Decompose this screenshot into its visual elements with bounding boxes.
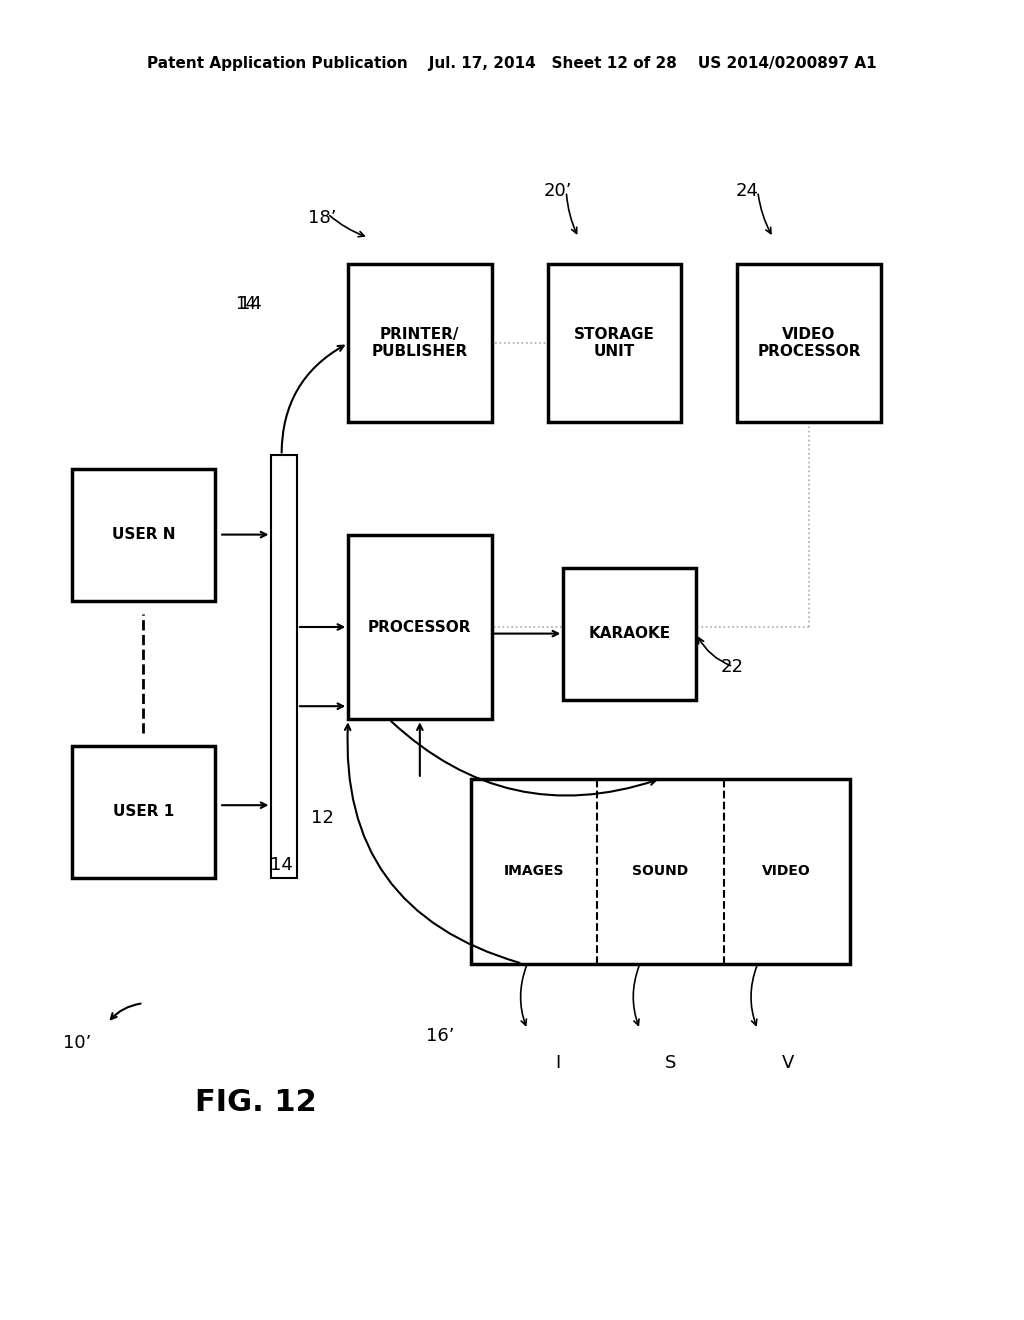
Text: 16’: 16’ — [426, 1027, 455, 1045]
Text: 10’: 10’ — [62, 1034, 91, 1052]
FancyBboxPatch shape — [348, 264, 492, 422]
Text: 14: 14 — [240, 294, 262, 313]
Text: SOUND: SOUND — [633, 865, 688, 878]
FancyBboxPatch shape — [72, 469, 215, 601]
FancyBboxPatch shape — [548, 264, 681, 422]
Text: I: I — [555, 1053, 561, 1072]
Text: STORAGE
UNIT: STORAGE UNIT — [574, 327, 654, 359]
Text: VIDEO: VIDEO — [763, 865, 811, 878]
Text: Patent Application Publication    Jul. 17, 2014   Sheet 12 of 28    US 2014/0200: Patent Application Publication Jul. 17, … — [147, 55, 877, 71]
Text: 20’: 20’ — [544, 182, 572, 201]
Text: 24: 24 — [736, 182, 759, 201]
Text: VIDEO
PROCESSOR: VIDEO PROCESSOR — [757, 327, 861, 359]
FancyBboxPatch shape — [72, 746, 215, 878]
Text: IMAGES: IMAGES — [504, 865, 564, 878]
FancyBboxPatch shape — [348, 535, 492, 719]
Text: PRINTER/
PUBLISHER: PRINTER/ PUBLISHER — [372, 327, 468, 359]
Text: PROCESSOR: PROCESSOR — [368, 619, 472, 635]
Text: 14: 14 — [236, 294, 256, 313]
FancyBboxPatch shape — [737, 264, 881, 422]
FancyBboxPatch shape — [271, 455, 297, 878]
Text: 12: 12 — [311, 809, 334, 828]
Text: 18’: 18’ — [308, 209, 337, 227]
Text: 14: 14 — [270, 855, 293, 874]
Text: USER N: USER N — [112, 527, 175, 543]
Text: USER 1: USER 1 — [113, 804, 174, 820]
Text: KARAOKE: KARAOKE — [589, 626, 671, 642]
Text: FIG. 12: FIG. 12 — [196, 1088, 316, 1117]
FancyBboxPatch shape — [471, 779, 850, 964]
Text: 22: 22 — [721, 657, 743, 676]
Text: S: S — [665, 1053, 677, 1072]
Text: V: V — [782, 1053, 795, 1072]
FancyBboxPatch shape — [563, 568, 696, 700]
